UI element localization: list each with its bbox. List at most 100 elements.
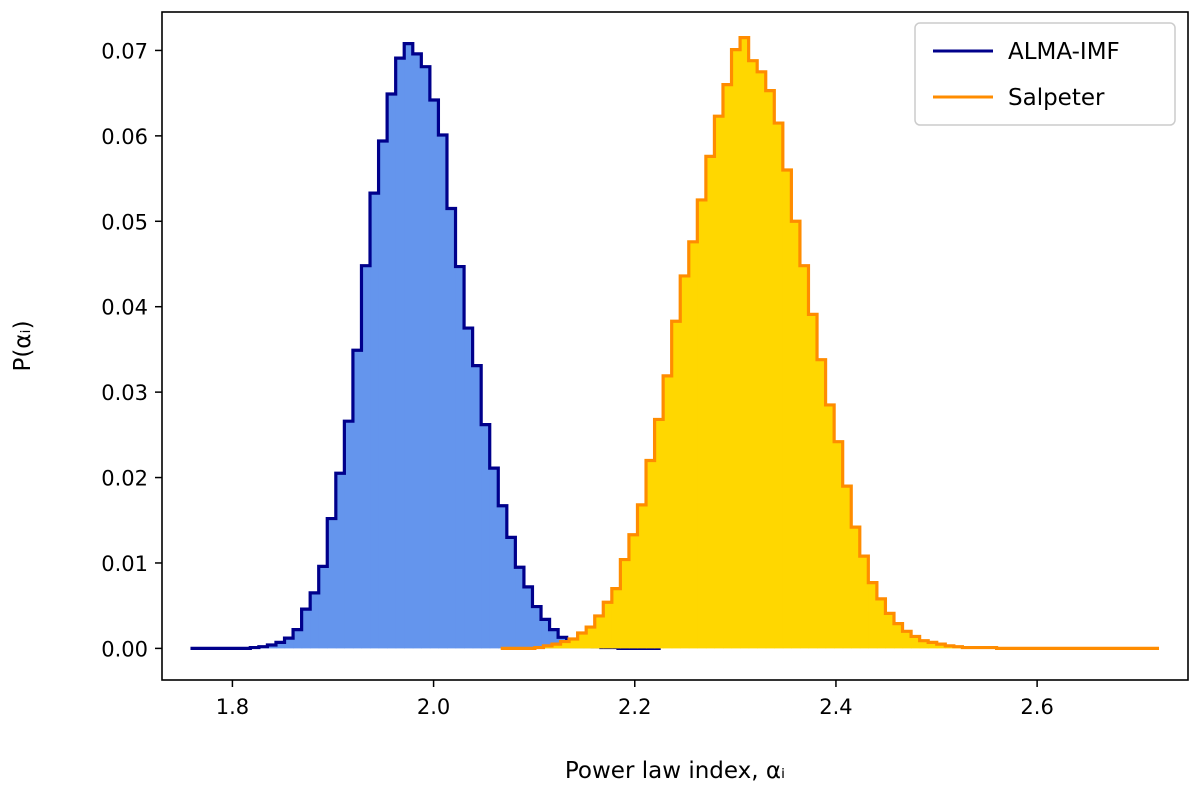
bar-alma-imf-24 <box>395 58 405 649</box>
bar-salpeter-24 <box>705 156 716 649</box>
bar-salpeter-40 <box>842 486 852 649</box>
bar-salpeter-42 <box>859 556 869 649</box>
y-tick-label: 0.03 <box>101 381 148 405</box>
bar-alma-imf-20 <box>361 265 371 649</box>
bar-alma-imf-13 <box>301 609 311 649</box>
bar-salpeter-10 <box>586 627 596 649</box>
bar-alma-imf-30 <box>446 208 457 649</box>
legend-label-salpeter: Salpeter <box>1008 85 1105 111</box>
y-tick-label: 0.04 <box>101 296 148 320</box>
bar-salpeter-41 <box>851 527 861 649</box>
series-alma-imf-bars <box>250 43 619 649</box>
bar-salpeter-38 <box>825 404 835 649</box>
bar-alma-imf-35 <box>489 468 499 649</box>
bar-salpeter-37 <box>817 359 827 649</box>
bar-alma-imf-15 <box>318 566 328 649</box>
bar-salpeter-32 <box>774 123 784 649</box>
bar-alma-imf-38 <box>515 567 525 649</box>
y-tick-label: 0.06 <box>101 125 148 149</box>
bar-alma-imf-31 <box>455 266 465 649</box>
series-layer <box>190 36 1160 650</box>
bar-salpeter-28 <box>740 37 750 649</box>
bar-salpeter-11 <box>594 615 604 649</box>
bar-salpeter-25 <box>714 116 724 649</box>
bar-alma-imf-29 <box>438 135 448 649</box>
x-tick-label: 2.6 <box>1020 695 1053 719</box>
bar-salpeter-30 <box>757 71 767 649</box>
bar-salpeter-45 <box>885 613 895 649</box>
bar-alma-imf-27 <box>421 66 431 649</box>
bar-alma-imf-16 <box>327 518 337 649</box>
bar-salpeter-23 <box>697 199 707 649</box>
bar-salpeter-17 <box>646 460 656 649</box>
bar-salpeter-29 <box>748 60 758 649</box>
bar-salpeter-51 <box>936 644 946 649</box>
bar-salpeter-43 <box>868 582 878 649</box>
bar-alma-imf-22 <box>378 140 388 649</box>
bar-salpeter-36 <box>808 314 818 649</box>
legend-box <box>914 22 1176 126</box>
bar-salpeter-21 <box>680 275 690 649</box>
y-tick-label: 0.05 <box>101 210 148 234</box>
bar-alma-imf-26 <box>412 53 422 649</box>
y-axis-label: P(αᵢ) <box>10 320 36 371</box>
series-salpeter-outline <box>500 36 1160 650</box>
bar-salpeter-33 <box>782 170 792 649</box>
x-axis-ticks: 1.8 2.0 2.2 2.4 2.6 <box>216 680 1054 719</box>
y-tick-label: 0.02 <box>101 467 148 491</box>
y-tick-label: 0.01 <box>101 552 148 576</box>
bar-alma-imf-18 <box>344 421 354 649</box>
x-axis-label: Power law index, αᵢ <box>565 758 785 784</box>
bar-alma-imf-14 <box>310 592 320 649</box>
series-salpeter-bars <box>534 37 998 649</box>
x-tick-label: 2.0 <box>417 695 450 719</box>
bar-alma-imf-37 <box>506 537 516 649</box>
bar-alma-imf-12 <box>293 629 303 649</box>
bar-salpeter-7 <box>560 641 570 649</box>
bar-salpeter-6 <box>551 644 562 649</box>
bar-alma-imf-34 <box>481 424 491 649</box>
bar-alma-imf-42 <box>549 629 559 649</box>
bar-salpeter-26 <box>722 84 733 649</box>
y-axis-ticks: 0.00 0.01 0.02 0.03 0.04 0.05 0.06 0.07 <box>101 39 162 661</box>
bar-salpeter-46 <box>893 623 904 649</box>
bar-alma-imf-10 <box>275 642 286 649</box>
bar-alma-imf-21 <box>370 193 380 649</box>
bar-salpeter-47 <box>902 631 912 649</box>
bar-salpeter-16 <box>637 504 647 649</box>
y-tick-label: 0.07 <box>101 39 148 63</box>
x-tick-label: 2.4 <box>819 695 852 719</box>
x-tick-label: 2.2 <box>618 695 651 719</box>
bar-salpeter-15 <box>628 534 639 649</box>
bar-alma-imf-17 <box>335 473 345 649</box>
x-tick-label: 1.8 <box>216 695 249 719</box>
series-alma-imf <box>190 42 661 650</box>
bar-alma-imf-11 <box>284 638 294 649</box>
bar-salpeter-14 <box>620 559 630 649</box>
bar-salpeter-48 <box>911 636 921 649</box>
plot-frame <box>161 11 1189 681</box>
bar-salpeter-50 <box>928 642 938 649</box>
series-salpeter <box>500 36 1160 650</box>
bar-alma-imf-41 <box>541 619 551 649</box>
bar-salpeter-44 <box>876 598 887 649</box>
bar-salpeter-20 <box>671 321 681 649</box>
bar-alma-imf-28 <box>429 99 440 649</box>
bar-salpeter-49 <box>919 640 929 649</box>
bar-alma-imf-19 <box>352 350 363 649</box>
bar-salpeter-39 <box>834 441 844 649</box>
bar-salpeter-31 <box>765 90 775 649</box>
bar-alma-imf-40 <box>532 606 542 649</box>
bar-alma-imf-39 <box>523 586 534 649</box>
bar-salpeter-9 <box>577 633 587 649</box>
legend-label-alma-imf: ALMA-IMF <box>1008 39 1120 65</box>
bar-alma-imf-9 <box>267 644 277 649</box>
bar-salpeter-22 <box>688 241 698 649</box>
bar-salpeter-12 <box>603 602 613 649</box>
y-tick-label: 0.00 <box>101 637 148 661</box>
bar-alma-imf-36 <box>498 505 508 649</box>
bar-salpeter-27 <box>731 49 741 649</box>
bar-salpeter-35 <box>799 265 810 649</box>
bar-alma-imf-23 <box>387 94 397 649</box>
bar-alma-imf-32 <box>464 328 474 649</box>
